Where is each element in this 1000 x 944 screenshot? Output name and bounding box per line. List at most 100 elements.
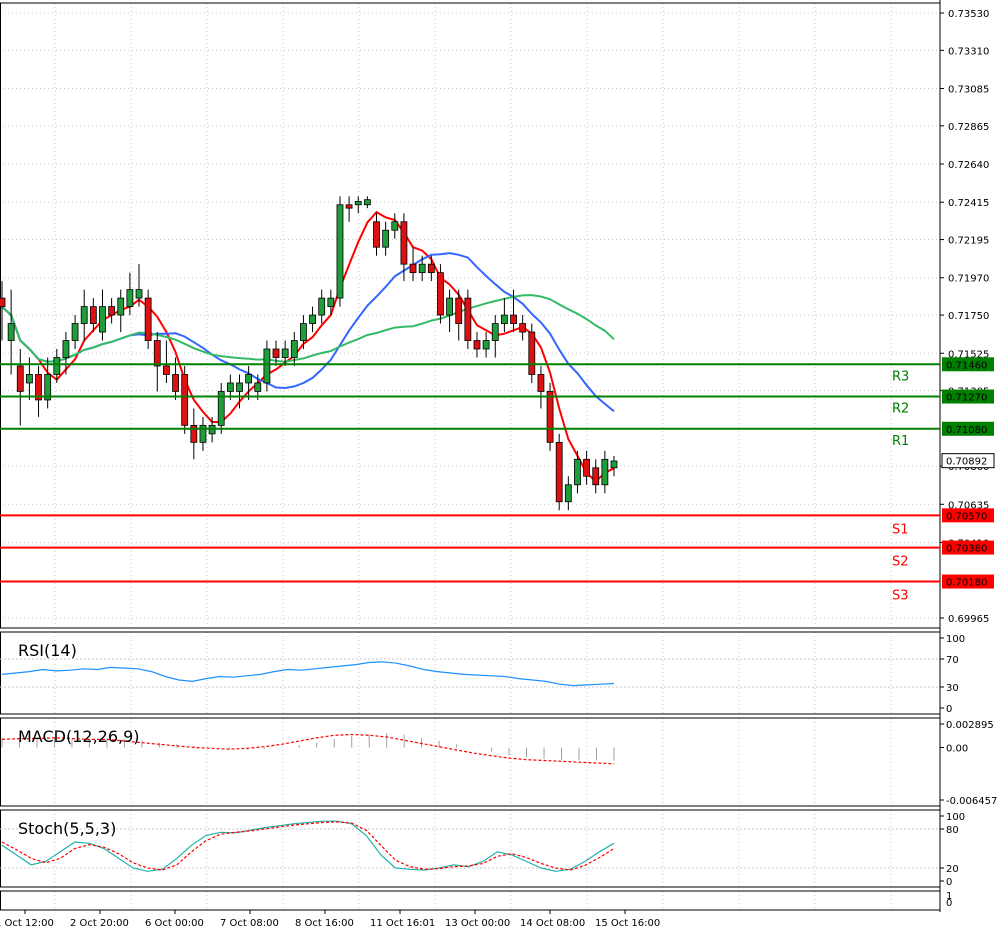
candle [290,332,298,366]
price-tick-label: 0.72195 [948,236,989,247]
candle [382,221,390,256]
level-price-tag [942,508,994,523]
candles [0,196,618,511]
candle-body [482,340,490,350]
candle [418,255,426,282]
candle [135,264,143,307]
candle-body [491,323,499,341]
candle [35,365,42,417]
time-tick-label: 6 Oct 00:00 [145,918,204,929]
candle [464,289,472,350]
level-label-r2: R2 [892,402,909,417]
time-tick-label: 7 Oct 08:00 [220,918,279,929]
candle-body [345,204,353,209]
indicator-tick-label: 20 [946,864,959,875]
candle [71,315,79,350]
candle-body [144,297,152,341]
candle-body [592,467,600,486]
candle-body [327,297,335,307]
price-tick-label: 0.72415 [948,198,989,209]
candle [519,315,527,341]
price-tick-label: 0.73085 [948,85,989,96]
indicator-tick-label: 0 [946,704,952,715]
indicator-name: RSI(14) [18,641,77,660]
candle-body [263,348,271,384]
candle-body [290,340,298,358]
level-price-tag [942,357,994,372]
price-axis: 0.73530 0.73310 0.73085 0.72865 0.72640 0.724… [0,0,995,912]
candle [199,416,207,451]
candle [409,247,417,282]
level-price-value: 0.71270 [946,393,987,404]
indicator-tick-label: 30 [946,683,959,694]
level-price-value: 0.70380 [946,544,987,555]
candle [0,281,6,341]
current-price-value: 0.70892 [946,457,987,468]
candle-body [181,374,189,426]
time-tick-label: 15 Oct 16:00 [595,918,660,929]
price-tick-label: 0.72865 [948,122,989,133]
candle [528,323,536,383]
level-label-r1: R1 [892,434,909,449]
candle-body [391,221,399,231]
candle-body [89,306,97,324]
candle [546,382,554,451]
candle-body [409,263,417,274]
candle [163,340,170,383]
candle-body [400,221,408,265]
price-tick-label: 0.73310 [948,46,989,57]
candle [245,365,253,400]
candle [345,196,353,222]
indicator-frame-3 [0,890,941,911]
candle-body [190,424,198,443]
indicator-tick-label: 80 [946,825,959,836]
level-price-value: 0.71460 [946,360,987,371]
candle [491,315,499,358]
candle-body [226,382,234,392]
indicator-tick-label: 0 [946,877,952,888]
candle [108,298,116,324]
time-axis: 1 Oct 12:00 2 Oct 20:00 6 Oct 00:00 7 Oct 0… [0,910,660,929]
time-tick-label: 1 Oct 12:00 [0,918,54,929]
candle [592,459,600,494]
candle-body [537,374,545,392]
level-label-r3: R3 [892,369,909,384]
candle [318,289,326,324]
indicator-panels: RSI(14)10070300MACD(12,26,9)0.0028950.00… [0,631,997,911]
indicator-tick-label: 100 [946,634,965,645]
candle-body [564,484,572,503]
candle-body [135,289,143,299]
candle [555,433,563,511]
level-label-s1: S1 [892,522,909,537]
candle-body [528,331,536,375]
candle [537,365,545,409]
candle [327,289,335,316]
candle-body [373,221,380,248]
level-price-tag [942,421,994,436]
macd-signal-line [1,733,615,765]
candle-body [236,382,243,392]
candle [601,450,609,494]
moving-average-line [1,294,615,363]
candle [62,332,70,375]
candle [181,365,189,434]
candle [16,349,24,426]
candle [437,264,444,324]
candle [427,255,435,282]
current-price-tag [941,453,995,469]
price-tick-label: 0.71750 [948,311,989,322]
candle-body [546,391,554,443]
candle-body [7,323,15,341]
candle [89,298,97,333]
candle [354,196,362,214]
candle [510,289,517,333]
indicator-name: MACD(12,26,9) [18,727,140,746]
level-price-value: 0.70180 [946,578,987,589]
level-price-value: 0.71080 [946,425,987,436]
candle-body [53,357,61,375]
candle-body [500,314,508,324]
price-tick-label: 0.73530 [948,9,989,20]
level-price-value: 0.70570 [946,511,987,522]
candle [99,289,106,341]
price-tick-label: 0.72640 [948,160,989,171]
